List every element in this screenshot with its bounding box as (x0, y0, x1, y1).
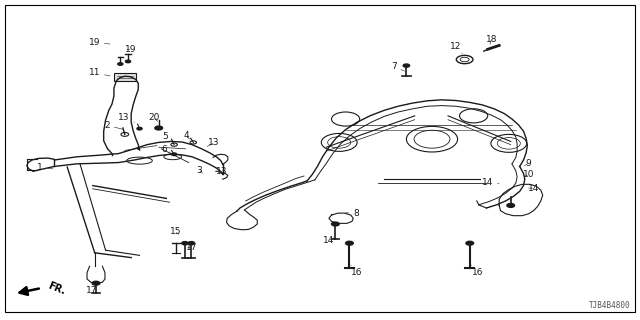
Text: 13: 13 (207, 138, 220, 147)
Circle shape (125, 60, 131, 63)
Text: 13: 13 (215, 167, 227, 176)
Circle shape (188, 242, 195, 245)
Text: 17: 17 (186, 243, 198, 252)
Text: 12: 12 (450, 42, 462, 54)
Circle shape (155, 126, 163, 130)
Text: 18: 18 (486, 35, 497, 44)
Text: 9: 9 (525, 159, 531, 168)
Text: 1: 1 (37, 163, 53, 172)
Text: 19: 19 (89, 38, 110, 47)
FancyBboxPatch shape (114, 73, 136, 81)
Text: 14: 14 (323, 236, 335, 245)
Circle shape (182, 242, 188, 245)
Text: TJB4B4800: TJB4B4800 (589, 301, 630, 310)
Text: 14: 14 (482, 178, 499, 187)
Text: 13: 13 (118, 113, 134, 122)
Text: 4: 4 (184, 131, 189, 140)
Text: 14: 14 (528, 184, 540, 193)
Text: 16: 16 (351, 265, 363, 277)
Text: 10: 10 (523, 170, 534, 179)
Circle shape (346, 241, 353, 245)
Text: 15: 15 (170, 227, 181, 236)
Circle shape (92, 281, 100, 285)
Text: FR.: FR. (46, 281, 67, 297)
Circle shape (466, 241, 474, 245)
Text: 5: 5 (163, 132, 172, 141)
Circle shape (172, 153, 177, 156)
Text: 6: 6 (161, 145, 170, 154)
Text: 8: 8 (346, 209, 358, 218)
Text: 3: 3 (196, 166, 202, 175)
Text: 20: 20 (148, 113, 159, 122)
Circle shape (403, 64, 410, 67)
Text: 16: 16 (471, 265, 483, 277)
Text: 2: 2 (105, 121, 123, 130)
Text: 17: 17 (86, 282, 98, 295)
Circle shape (118, 63, 123, 65)
Text: 7: 7 (392, 62, 404, 71)
Circle shape (332, 222, 339, 226)
Circle shape (507, 204, 515, 207)
Text: 19: 19 (125, 45, 137, 54)
Text: 11: 11 (89, 68, 110, 77)
Circle shape (137, 127, 142, 130)
